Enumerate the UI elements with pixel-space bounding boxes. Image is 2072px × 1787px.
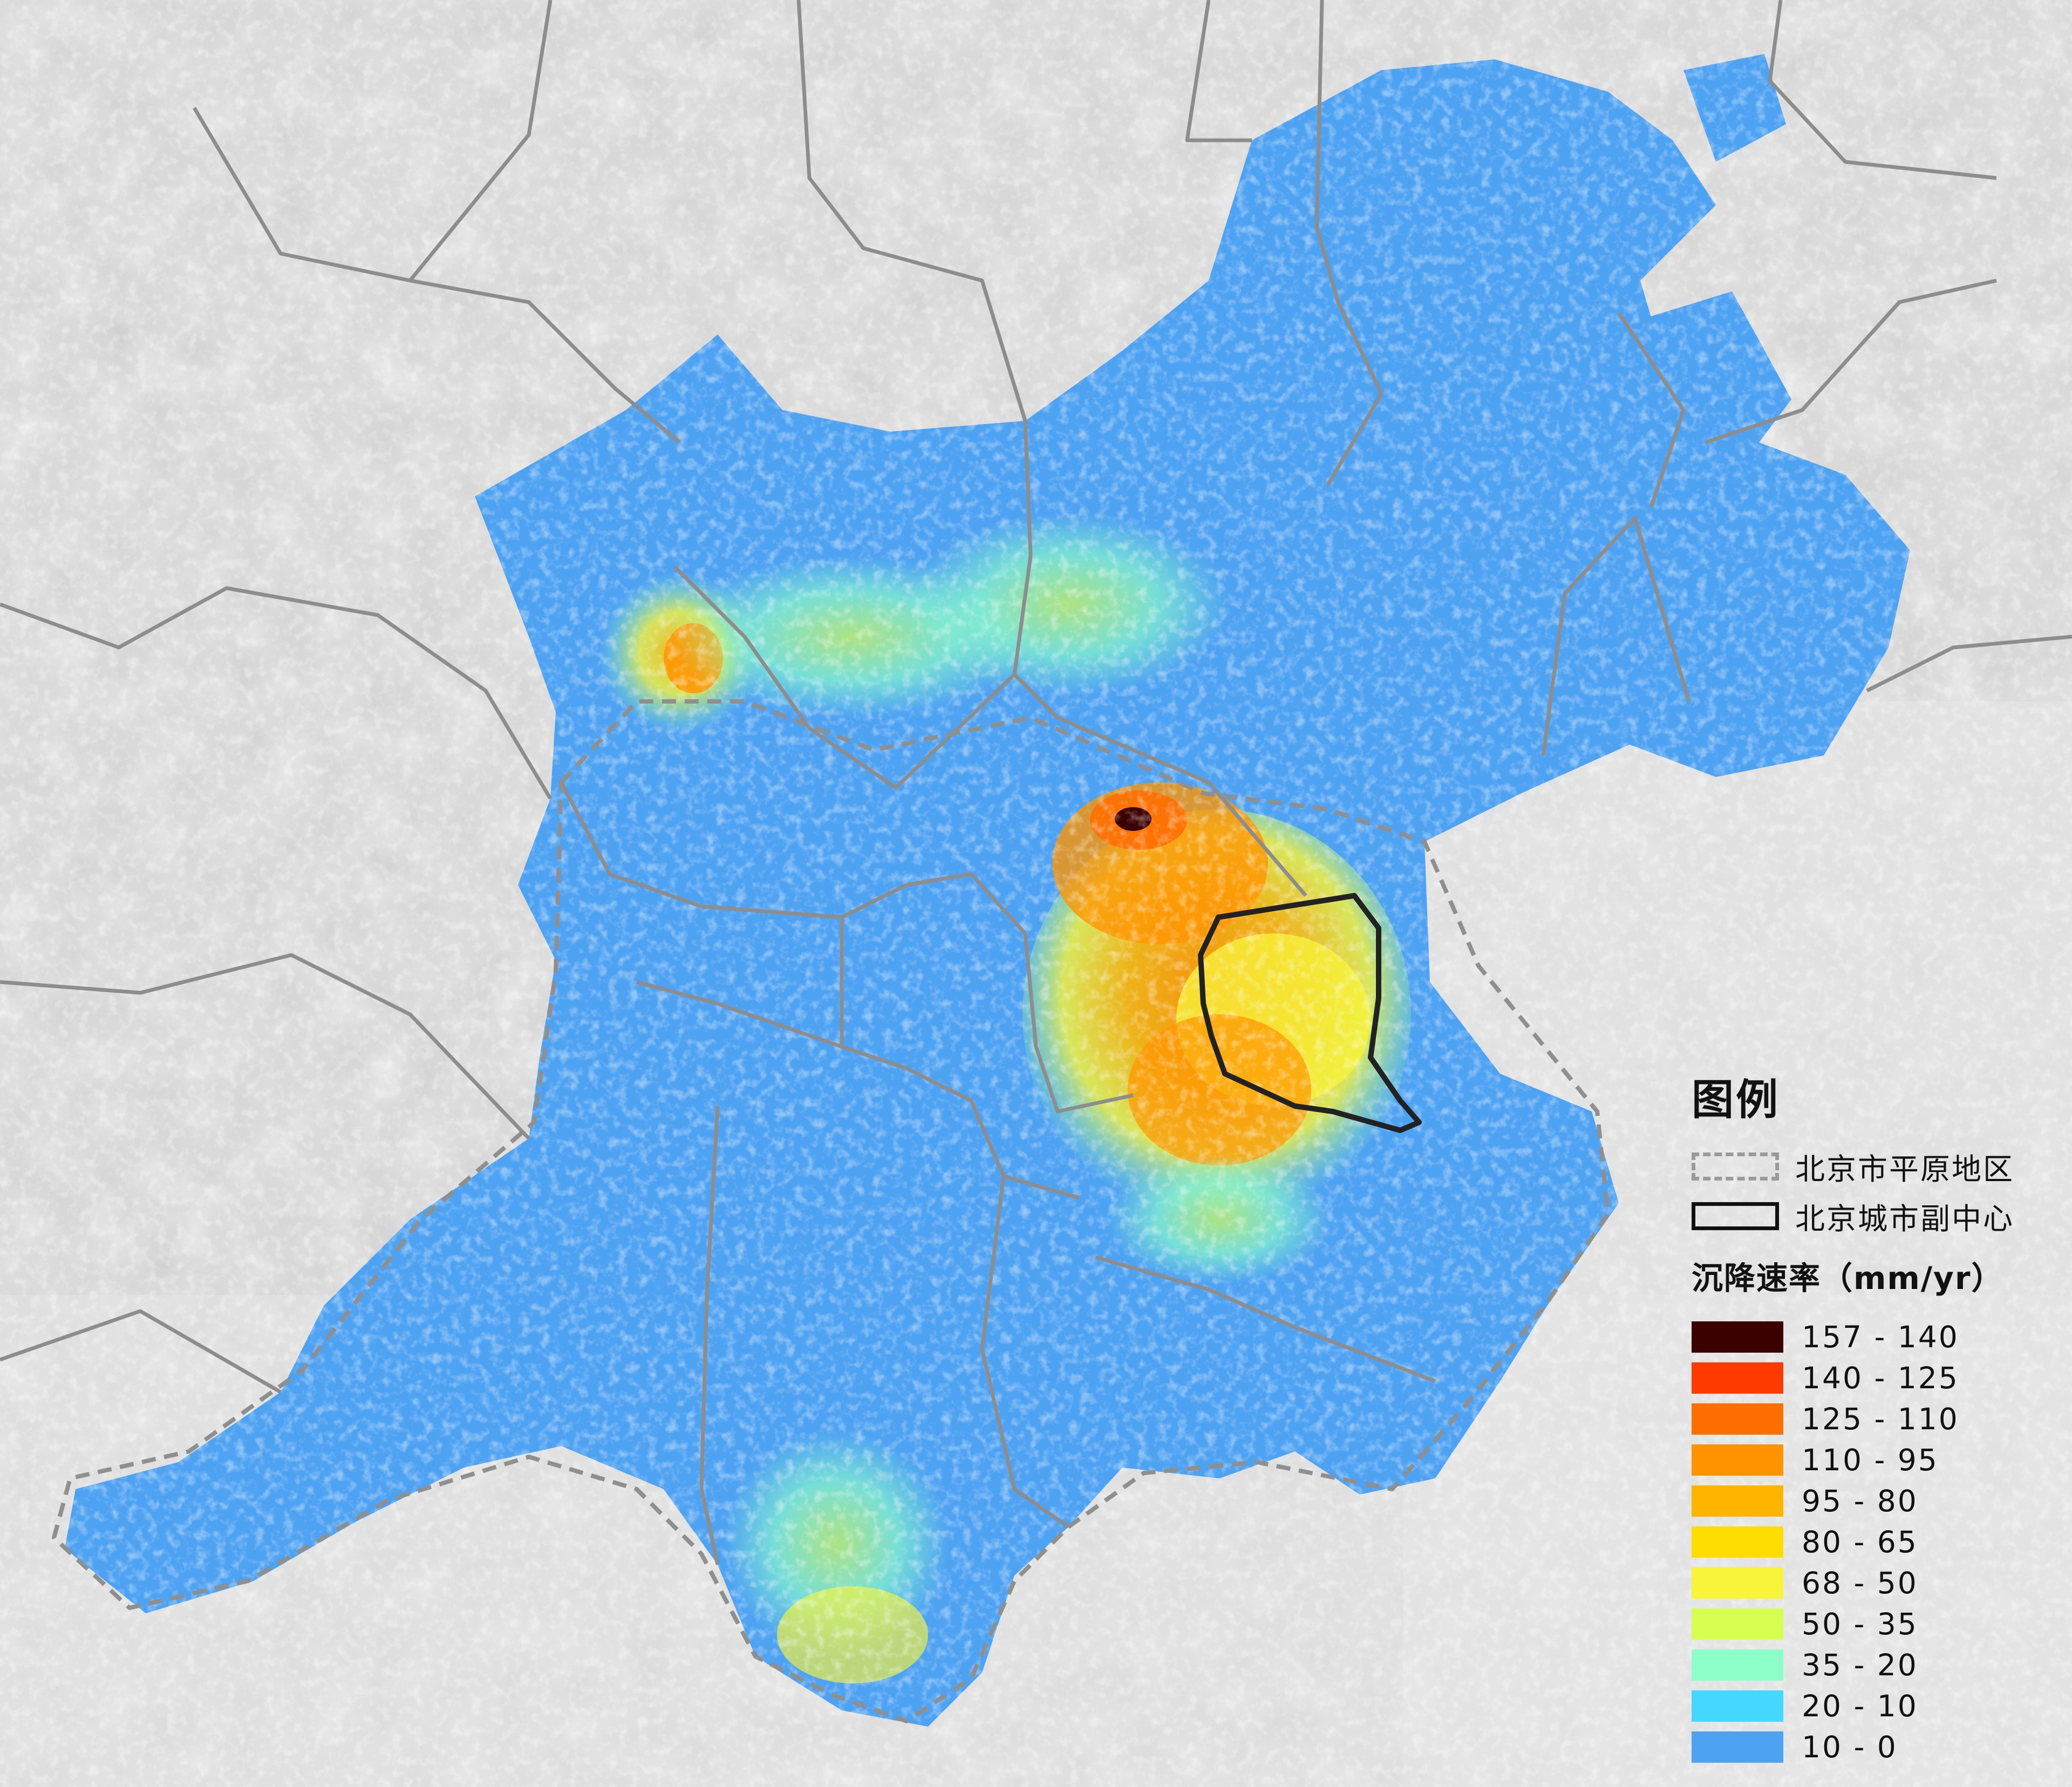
map-legend: 图例 北京市平原地区 北京城市副中心 沉降速率（mm/yr） 157 - 140… [1692,1079,2059,1768]
legend-title: 图例 [1692,1076,1781,1124]
rate-class-swatch [1692,1608,1783,1640]
rate-class-swatch [1692,1690,1783,1722]
rate-class-row: 10 - 0 [1692,1727,2059,1768]
rate-class-row: 110 - 95 [1692,1440,2059,1481]
beijing-sub-center-boundary [1198,893,1422,1133]
rate-class-row: 125 - 110 [1692,1399,2059,1440]
rate-class-swatch [1692,1403,1783,1435]
district-boundaries [0,0,2072,1565]
rate-class-swatch [1692,1526,1783,1558]
rate-class-swatch [1692,1731,1783,1763]
rate-class-row: 95 - 80 [1692,1481,2059,1522]
rate-class-label: 95 - 80 [1802,1484,1918,1518]
rate-class-swatch [1692,1444,1783,1476]
subsidence-rate-title: 沉降速率（mm/yr） [1692,1260,2004,1297]
rate-class-label: 68 - 50 [1802,1566,1918,1600]
rate-class-label: 80 - 65 [1802,1525,1918,1559]
rate-class-row: 68 - 50 [1692,1563,2059,1604]
rate-class-label: 140 - 125 [1802,1361,1959,1395]
rate-class-row: 20 - 10 [1692,1686,2059,1727]
rate-class-label: 110 - 95 [1802,1443,1939,1477]
legend-sub-center-row: 北京城市副中心 [1692,1191,2059,1241]
rate-class-label: 35 - 20 [1802,1648,1918,1682]
beijing-plains-boundary [52,699,1610,1723]
rate-class-label: 10 - 0 [1802,1730,1898,1764]
rate-class-row: 80 - 65 [1692,1522,2059,1563]
rate-class-swatch [1692,1362,1783,1394]
rate-class-swatch [1692,1485,1783,1517]
rate-class-swatch [1692,1321,1783,1353]
legend-sub-center-label: 北京城市副中心 [1795,1202,2015,1236]
legend-plains-row: 北京市平原地区 [1692,1142,2059,1191]
rate-class-label: 20 - 10 [1802,1689,1918,1723]
rate-class-label: 125 - 110 [1802,1402,1959,1436]
rate-class-row: 35 - 20 [1692,1645,2059,1686]
rate-class-swatch [1692,1649,1783,1681]
legend-plains-label: 北京市平原地区 [1795,1152,2015,1186]
rate-class-swatch [1692,1567,1783,1599]
rate-class-label: 157 - 140 [1802,1320,1959,1354]
rate-class-row: 140 - 125 [1692,1358,2059,1399]
rate-class-label: 50 - 35 [1802,1607,1918,1641]
rate-class-row: 50 - 35 [1692,1604,2059,1645]
dashed-rectangle-icon [1692,1152,1779,1181]
solid-rectangle-icon [1692,1202,1779,1230]
rate-class-row: 157 - 140 [1692,1317,2059,1358]
rate-class-list: 157 - 140 140 - 125 125 - 110 110 - 95 95 - … [1692,1317,2059,1768]
